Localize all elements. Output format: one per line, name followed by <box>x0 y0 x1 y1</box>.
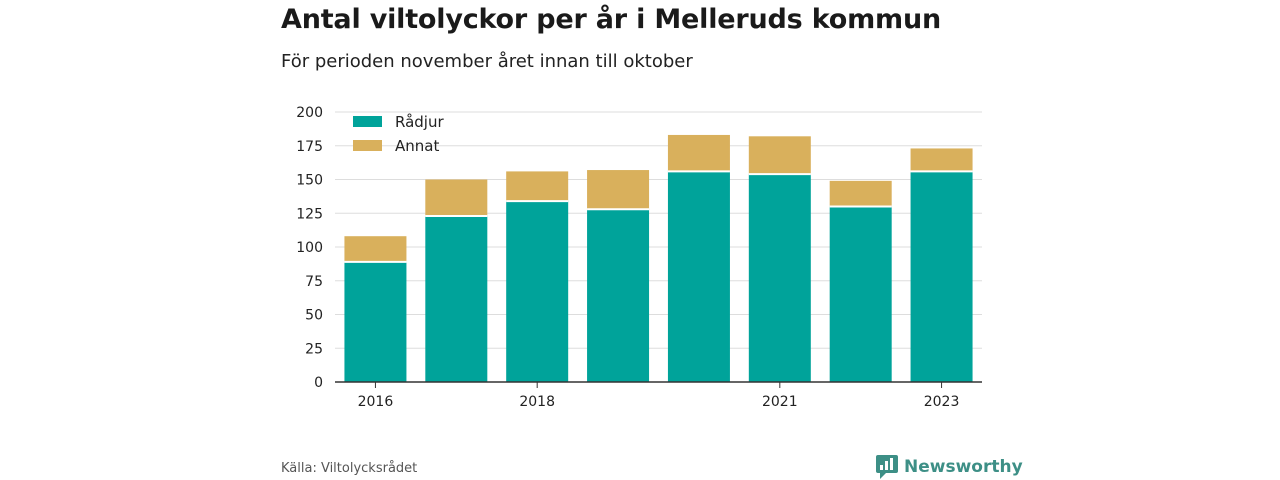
y-tick-label: 100 <box>296 240 323 256</box>
bar-r-djur <box>829 206 892 382</box>
y-tick-label: 125 <box>296 206 323 222</box>
x-tick-label: 2018 <box>519 394 555 410</box>
x-axis-ticks: 2016 2018 2021 2023 <box>335 381 982 410</box>
y-tick-label: 50 <box>305 308 323 324</box>
bars <box>344 134 973 382</box>
y-tick-label: 25 <box>305 341 323 357</box>
chart-title: Antal viltolyckor per år i Melleruds kom… <box>281 4 941 35</box>
legend-swatch <box>353 140 382 151</box>
bar-annat <box>910 148 973 172</box>
brand-name: Newsworthy <box>904 457 1023 477</box>
y-tick-label: 75 <box>305 274 323 290</box>
bar-r-djur <box>425 215 488 382</box>
bar-r-djur <box>910 171 973 382</box>
bar-annat <box>587 170 650 210</box>
x-tick-label: 2016 <box>358 394 394 410</box>
bar-r-djur <box>344 261 407 382</box>
newsworthy-logo-icon <box>876 455 898 479</box>
brand-logo: Newsworthy <box>876 455 1023 479</box>
y-tick-label: 175 <box>296 139 323 155</box>
bar-annat <box>667 134 730 172</box>
bar-r-djur <box>506 201 569 382</box>
legend: Rådjur Annat <box>353 113 444 155</box>
x-tick-label: 2021 <box>762 394 798 410</box>
bar-r-djur <box>587 209 650 382</box>
bar-r-djur <box>667 171 730 382</box>
legend-label: Rådjur <box>395 113 444 131</box>
y-tick-label: 200 <box>296 105 323 121</box>
legend-swatch <box>353 116 382 127</box>
x-tick-label: 2023 <box>924 394 960 410</box>
bar-r-djur <box>748 174 811 382</box>
legend-label: Annat <box>395 137 439 155</box>
y-tick-label: 150 <box>296 173 323 189</box>
bar-annat <box>748 136 811 175</box>
bar-annat <box>344 236 407 262</box>
chart-subtitle: För perioden november året innan till ok… <box>281 51 693 72</box>
bar-annat <box>829 180 892 207</box>
y-axis-ticks: 0 25 50 75 100 125 150 175 200 <box>296 105 323 391</box>
source-note: Källa: Viltolycksrådet <box>281 461 418 476</box>
bar-annat <box>506 171 569 202</box>
bar-annat <box>425 179 488 216</box>
y-tick-label: 0 <box>314 375 323 391</box>
